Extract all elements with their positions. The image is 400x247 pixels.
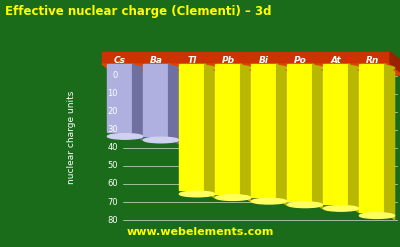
Text: 20: 20 bbox=[108, 107, 118, 117]
Text: 80: 80 bbox=[107, 215, 118, 225]
Polygon shape bbox=[169, 64, 179, 144]
Text: Bi: Bi bbox=[259, 56, 269, 65]
Text: www.webelements.com: www.webelements.com bbox=[126, 227, 274, 237]
Text: Pb: Pb bbox=[222, 56, 234, 65]
Polygon shape bbox=[107, 64, 133, 132]
Polygon shape bbox=[133, 64, 143, 140]
Polygon shape bbox=[348, 64, 358, 212]
Ellipse shape bbox=[107, 134, 143, 139]
Polygon shape bbox=[102, 64, 400, 75]
Text: 50: 50 bbox=[108, 162, 118, 170]
Ellipse shape bbox=[323, 206, 359, 211]
Polygon shape bbox=[102, 52, 390, 64]
Ellipse shape bbox=[359, 65, 394, 71]
Polygon shape bbox=[384, 64, 394, 220]
Polygon shape bbox=[241, 64, 250, 202]
Text: Po: Po bbox=[294, 56, 306, 65]
Polygon shape bbox=[359, 64, 384, 212]
Ellipse shape bbox=[215, 65, 250, 71]
Polygon shape bbox=[179, 64, 205, 190]
Polygon shape bbox=[287, 64, 313, 201]
Ellipse shape bbox=[179, 65, 214, 71]
Ellipse shape bbox=[144, 65, 178, 71]
Text: Tl: Tl bbox=[187, 56, 197, 65]
Text: 40: 40 bbox=[108, 144, 118, 152]
Polygon shape bbox=[313, 64, 322, 209]
Text: Effective nuclear charge (Clementi) – 3d: Effective nuclear charge (Clementi) – 3d bbox=[5, 5, 272, 18]
Polygon shape bbox=[205, 64, 215, 198]
Ellipse shape bbox=[144, 137, 178, 143]
Ellipse shape bbox=[287, 65, 323, 71]
Ellipse shape bbox=[107, 65, 143, 71]
Text: 70: 70 bbox=[107, 198, 118, 206]
Text: At: At bbox=[331, 56, 341, 65]
Ellipse shape bbox=[179, 191, 214, 197]
Ellipse shape bbox=[252, 198, 286, 204]
Text: nuclear charge units: nuclear charge units bbox=[68, 90, 76, 184]
Polygon shape bbox=[277, 64, 286, 205]
Polygon shape bbox=[144, 64, 169, 136]
Text: Ba: Ba bbox=[150, 56, 162, 65]
Ellipse shape bbox=[215, 195, 250, 200]
Polygon shape bbox=[252, 64, 277, 197]
Text: 60: 60 bbox=[107, 180, 118, 188]
Ellipse shape bbox=[323, 65, 359, 71]
Text: 0: 0 bbox=[113, 71, 118, 81]
Text: Cs: Cs bbox=[114, 56, 126, 65]
Text: 30: 30 bbox=[107, 125, 118, 135]
Polygon shape bbox=[390, 52, 400, 75]
Ellipse shape bbox=[252, 65, 286, 71]
Polygon shape bbox=[215, 64, 241, 194]
Polygon shape bbox=[123, 76, 397, 229]
Polygon shape bbox=[323, 64, 348, 205]
Ellipse shape bbox=[359, 213, 394, 218]
Text: Rn: Rn bbox=[365, 56, 379, 65]
Ellipse shape bbox=[287, 202, 323, 207]
Text: 10: 10 bbox=[108, 89, 118, 99]
